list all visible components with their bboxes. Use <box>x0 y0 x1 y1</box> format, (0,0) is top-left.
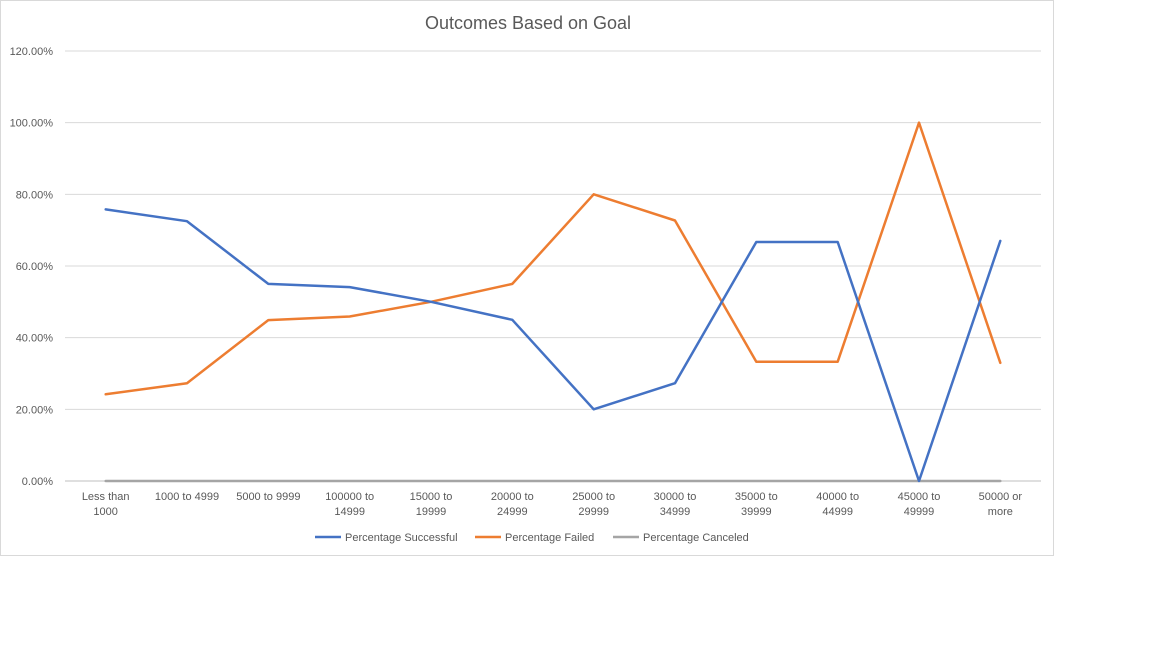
y-tick-label: 120.00% <box>10 46 54 58</box>
x-tick-label: 100000 to 14999 <box>325 491 374 518</box>
chart-title: Outcomes Based on Goal <box>425 13 631 33</box>
x-tick-label: Less than 1000 <box>82 491 130 518</box>
series-lines <box>104 121 1002 483</box>
legend-item-percentage-canceled: Percentage Canceled <box>613 532 749 544</box>
legend-label: Percentage Successful <box>345 532 458 544</box>
legend-item-percentage-successful: Percentage Successful <box>315 532 458 544</box>
x-tick-label: 20000 to 24999 <box>491 491 534 518</box>
legend: Percentage Successful Percentage Failed Pe… <box>315 532 749 544</box>
y-tick-label: 0.00% <box>22 476 53 488</box>
x-tick-label: 5000 to 9999 <box>236 491 300 503</box>
y-tick-label: 100.00% <box>10 118 54 130</box>
x-tick-label: 15000 to 19999 <box>410 491 453 518</box>
x-tick-label: 40000 to 44999 <box>816 491 859 518</box>
gridlines <box>65 50 1041 482</box>
series-line-percentage-successful <box>104 208 1002 483</box>
y-axis-ticks: 0.00% 20.00% 40.00% 60.00% 80.00% 100.00% 120.… <box>10 46 54 488</box>
x-tick-label: 25000 to 29999 <box>572 491 615 518</box>
legend-label: Percentage Canceled <box>643 532 749 544</box>
x-tick-label: 30000 to 34999 <box>654 491 697 518</box>
x-tick-label: 35000 to 39999 <box>735 491 778 518</box>
x-tick-label: 45000 to 49999 <box>898 491 941 518</box>
line-chart: Outcomes Based on Goal 0.00% 20.00% 40.00%… <box>10 13 1041 544</box>
x-tick-label: 1000 to 4999 <box>155 491 219 503</box>
chart-frame: Outcomes Based on Goal 0.00% 20.00% 40.00%… <box>0 0 1054 556</box>
x-axis-ticks: Less than 1000 1000 to 4999 5000 to 9999 100… <box>82 491 1023 518</box>
y-tick-label: 80.00% <box>16 189 54 201</box>
y-tick-label: 20.00% <box>16 404 54 416</box>
legend-item-percentage-failed: Percentage Failed <box>475 532 594 544</box>
x-tick-label: 50000 or more <box>979 491 1023 518</box>
y-tick-label: 60.00% <box>16 261 54 273</box>
legend-label: Percentage Failed <box>505 532 594 544</box>
y-tick-label: 40.00% <box>16 333 54 345</box>
series-line-percentage-failed <box>104 121 1002 396</box>
